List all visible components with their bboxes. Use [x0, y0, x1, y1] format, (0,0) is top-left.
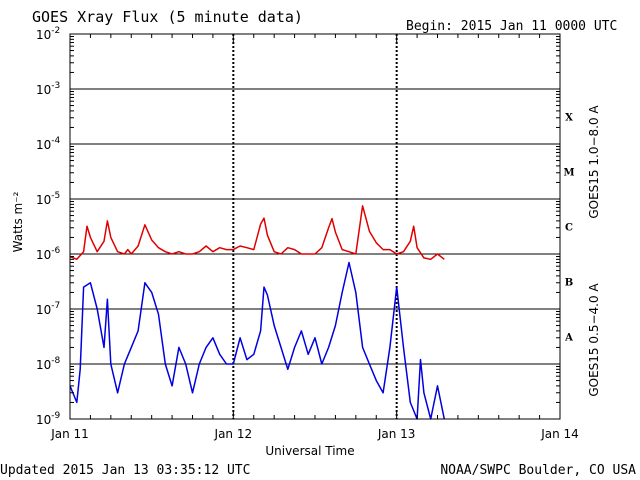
tick-labels: 10-9 10-8 10-7 10-6 10-5 10-4 10-3 10-2 Jan 11 Ja… — [36, 26, 579, 441]
y-tick-label: 10-8 — [36, 356, 61, 372]
y-tick-label: 10-2 — [36, 26, 60, 42]
y-tick-label: 10-6 — [36, 246, 61, 262]
flare-class-label: C — [565, 223, 573, 234]
series-lines — [69, 205, 446, 420]
legend-series-long: GOES15 1.0−8.0 A — [587, 105, 601, 219]
x-tick-label: Jan 13 — [377, 427, 416, 441]
series-line-short — [69, 261, 446, 420]
begin-time: Begin: 2015 Jan 11 0000 UTC — [406, 19, 617, 34]
y-tick-label: 10-5 — [36, 191, 60, 207]
updated-timestamp: Updated 2015 Jan 13 03:35:12 UTC — [0, 463, 250, 478]
axis-ticks — [69, 34, 561, 420]
y-tick-label: 10-3 — [36, 81, 60, 97]
series-line-long — [69, 205, 445, 261]
x-axis-label: Universal Time — [265, 444, 354, 458]
y-axis-label: Watts m⁻² — [11, 191, 25, 252]
flare-class-label: M — [563, 168, 574, 179]
y-tick-label: 10-7 — [36, 301, 60, 317]
plot-frame — [69, 33, 561, 420]
credit-text: NOAA/SWPC Boulder, CO USA — [440, 463, 636, 478]
x-tick-label: Jan 12 — [214, 427, 253, 441]
x-tick-label: Jan 14 — [540, 427, 579, 441]
y-tick-label: 10-4 — [36, 136, 61, 152]
x-tick-label: Jan 11 — [50, 427, 89, 441]
flare-class-label: A — [564, 333, 573, 344]
chart-title: GOES Xray Flux (5 minute data) — [32, 8, 303, 26]
legend-series-short: GOES15 0.5−4.0 A — [587, 283, 601, 397]
flare-class-label: X — [565, 113, 573, 124]
flare-class-label: B — [565, 278, 573, 289]
grid-lines — [70, 34, 560, 419]
y-tick-label: 10-9 — [36, 411, 61, 427]
